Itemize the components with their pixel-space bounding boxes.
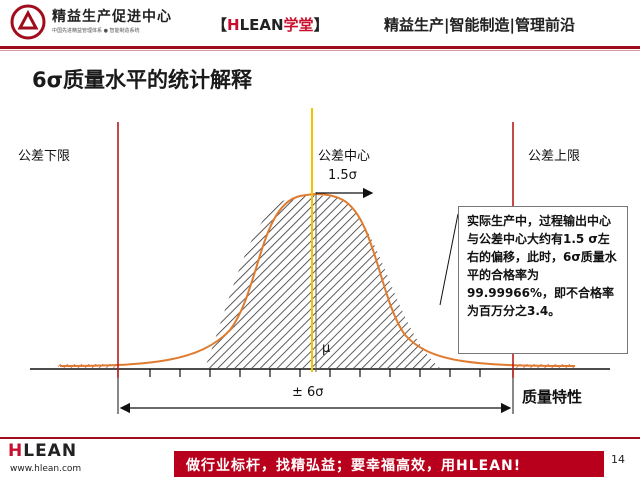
brand-label: 【HLEAN学堂】 [212, 14, 329, 35]
footer-logo-rest: LEAN [23, 441, 78, 461]
footer-motto: 做行业标杆，找精弘益；要幸福高效，用HLEAN! [186, 458, 522, 474]
callout-pointer [439, 213, 459, 306]
brand-xuetang: 学堂 [283, 16, 314, 34]
upper-limit-label: 公差上限 [528, 149, 581, 164]
logo-title: 精益生产促进中心 [52, 9, 172, 25]
lower-limit-label: 公差下限 [18, 149, 71, 164]
brand-h: H [227, 16, 240, 34]
footer-url: www.hlean.com [10, 464, 82, 474]
page-number: 14 [611, 453, 625, 466]
header-slogan: 精益生产|智能制造|管理前沿 [384, 16, 575, 34]
distribution-curve [59, 193, 576, 367]
footer-banner [174, 451, 604, 477]
range-label: ± 6σ [292, 385, 324, 400]
header-divider [0, 46, 640, 49]
center-label: 公差中心 [318, 149, 371, 164]
brand-open: 【 [212, 16, 228, 34]
footer-logo-h: H [8, 441, 24, 461]
logo-icon [10, 4, 46, 40]
footer-logo: HLEAN [8, 441, 77, 461]
shift-label: 1.5σ [328, 168, 357, 183]
footer-divider [0, 437, 640, 439]
header-divider-thin [0, 50, 640, 51]
mu-label: μ [322, 341, 331, 356]
brand-close: 】 [313, 16, 329, 34]
slide-title: 6σ质量水平的统计解释 [32, 68, 252, 92]
logo-subtitle: 中国先进精益管理体系 ● 智能制造系统 [52, 28, 140, 34]
header: 精益生产促进中心 中国先进精益管理体系 ● 智能制造系统 【HLEAN学堂】 精… [0, 0, 640, 50]
axis-label: 质量特性 [522, 388, 583, 406]
brand-lean: LEAN [239, 16, 284, 34]
hatched-area [205, 195, 440, 368]
explanation-note: 实际生产中，过程输出中心与公差中心大约有1.5 σ左右的偏移，此时，6σ质量水平… [458, 206, 628, 354]
